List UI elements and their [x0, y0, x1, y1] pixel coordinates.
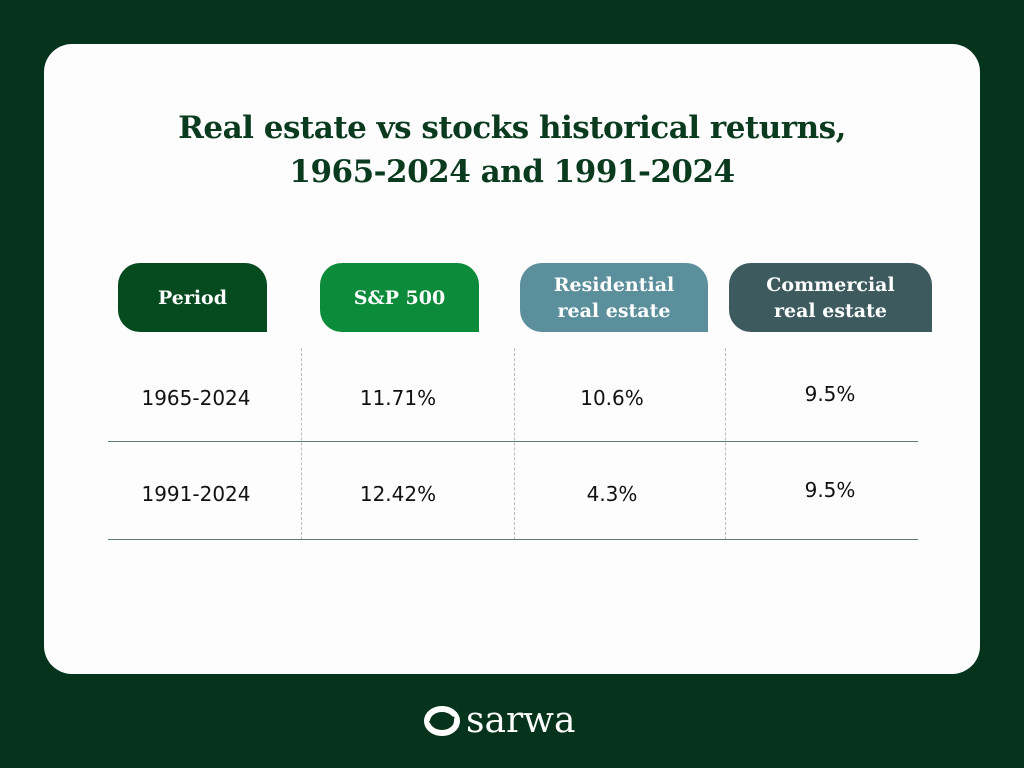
row-divider — [108, 441, 918, 442]
header-label: Period — [157, 286, 228, 309]
title-line-2: 1965-2024 and 1991-2024 — [289, 154, 735, 190]
cell-period: 1991-2024 — [141, 482, 251, 506]
sarwa-logo: sarwa — [424, 700, 575, 741]
content-card — [44, 44, 980, 674]
title-line-1: Real estate vs stocks historical returns… — [178, 110, 846, 146]
header-label: S&P 500 — [353, 286, 446, 309]
cell-sp500: 11.71% — [359, 386, 437, 410]
brand-name: sarwa — [466, 700, 576, 741]
header-label: Residential — [553, 273, 675, 296]
cell-residential: 4.3% — [586, 482, 638, 506]
column-divider — [301, 348, 302, 540]
header-label: real estate — [557, 299, 671, 322]
cell-sp500: 12.42% — [359, 482, 437, 506]
cell-commercial: 9.5% — [804, 382, 856, 406]
column-divider — [725, 348, 726, 540]
cell-commercial: 9.5% — [804, 478, 856, 502]
page-title: Real estate vs stocks historical returns… — [0, 106, 1024, 194]
sarwa-logo-icon — [424, 705, 460, 736]
header-sp500: S&P 500 — [320, 263, 479, 332]
row-divider — [108, 539, 918, 540]
cell-period: 1965-2024 — [141, 386, 251, 410]
header-commercial: Commercial real estate — [729, 263, 932, 332]
cell-residential: 10.6% — [580, 386, 644, 410]
header-period: Period — [118, 263, 267, 332]
header-label: Commercial — [766, 273, 895, 296]
column-divider — [514, 348, 515, 540]
header-label: real estate — [774, 299, 887, 322]
header-residential: Residential real estate — [520, 263, 708, 332]
